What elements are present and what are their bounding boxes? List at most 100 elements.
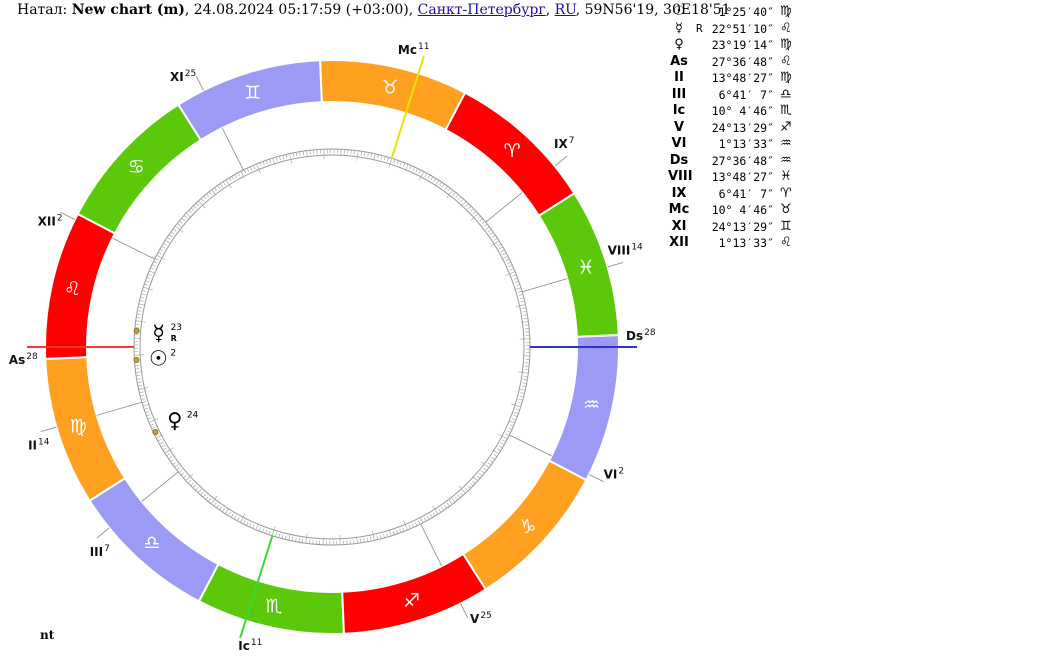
degree-tick	[142, 403, 150, 407]
position-degree: 24°13′29″	[711, 219, 774, 234]
degree-tick	[502, 252, 507, 256]
degree-tick	[483, 226, 490, 232]
position-degree: 1°13′33″	[718, 137, 774, 151]
position-row: XII 1°13′33″ ♌	[668, 235, 808, 252]
house-label-text: VI	[604, 468, 618, 482]
house-label-III: III7	[90, 544, 110, 559]
position-row: ♀ 23°19′14″ ♍	[668, 37, 808, 54]
house-degree: 7	[104, 544, 110, 554]
sign-glyph-aries: ♈	[504, 140, 521, 162]
degree-tick	[403, 162, 406, 167]
degree-tick	[141, 401, 146, 404]
position-sign: ♐	[780, 119, 792, 135]
degree-tick	[380, 155, 383, 160]
degree-tick	[411, 523, 415, 528]
degree-tick	[195, 487, 199, 491]
degree-tick	[159, 441, 164, 445]
degree-tick	[487, 462, 492, 466]
degree-tick	[379, 534, 382, 539]
house-degree: 7	[569, 136, 575, 146]
sign-glyph-leo: ♌	[64, 278, 81, 300]
planet-dot-Venus	[152, 429, 159, 436]
cusp-tick-VI	[588, 474, 604, 482]
degree-tick	[138, 386, 149, 390]
degree-tick	[483, 223, 488, 227]
degree-tick	[246, 521, 249, 526]
degree-tick	[139, 391, 144, 394]
position-degree: 27°36′48″	[711, 153, 774, 168]
degree-tick	[521, 321, 529, 323]
degree-tick	[176, 467, 181, 471]
degree-tick	[522, 307, 527, 310]
position-degree: 24°13′29″	[711, 120, 774, 135]
degree-tick	[151, 264, 156, 267]
position-degree: 10° 4′46″	[711, 104, 774, 118]
degree-tick	[479, 473, 483, 477]
degree-tick	[492, 449, 499, 455]
degree-tick	[156, 254, 166, 261]
position-row: II 13°48′27″ ♍	[668, 70, 808, 87]
header-datetime: , 24.08.2024 05:17:59 (+03:00),	[184, 2, 418, 18]
degree-tick	[497, 243, 502, 247]
degree-tick	[166, 453, 171, 457]
degree-tick	[444, 185, 448, 190]
degree-tick	[181, 217, 185, 221]
degree-tick	[392, 530, 395, 535]
degree-tick	[359, 538, 362, 543]
degree-tick	[144, 407, 149, 410]
degree-tick	[271, 526, 276, 536]
degree-tick	[490, 240, 500, 247]
cusp-tick-V	[460, 603, 469, 619]
degree-tick	[137, 384, 142, 387]
country-link[interactable]: RU	[554, 2, 576, 18]
house-label-Mc: Mc11	[398, 42, 430, 57]
degree-tick	[255, 523, 259, 530]
degree-tick	[423, 517, 427, 522]
degree-tick	[467, 205, 472, 210]
house-label-text: Mc	[398, 43, 417, 57]
degree-tick	[479, 218, 484, 222]
degree-tick	[470, 213, 479, 221]
degree-tick	[279, 156, 281, 161]
house-label-text: XII	[38, 214, 56, 228]
position-row: Ds 27°36′48″ ♒	[668, 153, 808, 170]
planet-glyph-Sun: ☉	[149, 346, 168, 370]
degree-tick	[203, 195, 207, 200]
degree-tick	[514, 280, 519, 283]
degree-tick	[507, 261, 512, 265]
degree-tick	[513, 414, 518, 418]
planet-dot-Sun	[133, 357, 140, 364]
degree-tick	[409, 165, 412, 170]
degree-tick	[166, 237, 171, 240]
cusp-tick-VIII	[607, 262, 624, 268]
degree-tick	[446, 189, 454, 199]
degree-tick	[258, 527, 261, 532]
planet-degree-Mercury: 23	[171, 323, 182, 333]
degree-tick	[231, 176, 235, 180]
position-symbol: III	[671, 86, 687, 102]
degree-tick	[519, 395, 524, 398]
house-label-text: XI	[170, 70, 184, 84]
degree-tick	[177, 223, 181, 227]
degree-tick	[518, 290, 523, 293]
degree-tick	[432, 505, 439, 515]
degree-tick	[489, 232, 494, 235]
degree-tick	[460, 492, 464, 496]
degree-tick	[289, 153, 293, 164]
degree-tick	[399, 528, 402, 533]
degree-tick	[292, 152, 295, 157]
degree-tick	[190, 482, 194, 486]
degree-tick	[159, 248, 164, 252]
city-link[interactable]: Санкт-Петербург	[417, 2, 546, 18]
degree-tick	[144, 283, 149, 286]
house-label-text: VIII	[608, 243, 631, 257]
degree-tick	[487, 229, 492, 233]
degree-tick	[434, 180, 440, 187]
degree-tick	[168, 234, 173, 238]
position-sign: ♎	[780, 86, 792, 102]
position-degree: 1°25′40″	[718, 5, 774, 19]
position-row: ☉ 1°25′40″ ♍	[668, 4, 808, 21]
degree-tick	[193, 205, 197, 209]
degree-tick	[146, 414, 151, 417]
degree-tick	[458, 196, 462, 200]
